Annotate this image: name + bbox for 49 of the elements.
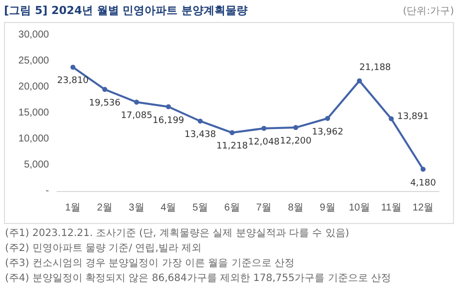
point — [420, 166, 426, 172]
data-label: 23,810 — [57, 76, 89, 86]
x-tick-label: 12월 — [412, 202, 434, 214]
x-tick-label: 9월 — [320, 202, 336, 214]
point — [356, 78, 362, 84]
x-tick-label: 3월 — [128, 202, 144, 214]
x-tick-label: 7월 — [256, 202, 272, 214]
point — [134, 100, 140, 105]
y-tick-label: 20,000 — [18, 82, 50, 92]
x-tick-label: 8월 — [288, 202, 304, 214]
point — [70, 64, 76, 70]
data-label: 21,188 — [359, 62, 392, 73]
point — [166, 104, 171, 110]
y-tick-label: 30,000 — [18, 30, 50, 40]
text: (주1) 2023.12.21. 조사기준 (단, 계획물량은 실제 분양실적과 다를 수 있음) — [5, 227, 350, 241]
x-tick-label: 5월 — [192, 202, 208, 214]
point — [388, 116, 394, 122]
text: (주4) 분양일정이 확정되지 않은 86,684가구를 제외한 178,755가구를 기준으로 산정 — [5, 272, 391, 286]
data-label: 13,962 — [312, 127, 344, 138]
y-tick-label: 25,000 — [18, 56, 50, 66]
data-label: 13,438 — [184, 130, 216, 140]
x-tick-label: 6월 — [224, 202, 240, 214]
x-tick-label: 1월 — [65, 202, 81, 214]
x-tick-label: 11월 — [381, 202, 402, 214]
point — [293, 125, 298, 130]
point — [198, 118, 203, 124]
y-tick-label: - — [46, 186, 49, 196]
data-label: 4,180 — [410, 178, 436, 188]
point — [102, 86, 108, 92]
point — [230, 130, 235, 136]
point — [325, 116, 330, 121]
chart-title: [그림 5] 2024년 월별 민영아파트 분양계획물량 — [4, 3, 248, 18]
data-label: 17,085 — [120, 111, 152, 122]
data-label: 16,199 — [152, 116, 184, 126]
y-tick-label: 10,000 — [18, 134, 50, 144]
x-tick-label: 2월 — [96, 202, 113, 214]
point — [261, 126, 266, 131]
data-label: 19,536 — [89, 98, 121, 108]
data-label: 13,891 — [397, 112, 429, 122]
y-tick-label: 15,000 — [18, 108, 50, 118]
text: (주2) 민영아파트 물량 기준/ 연립,빌라 제외 — [5, 242, 203, 256]
data-label: 11,218 — [216, 142, 248, 152]
data-label: 12,200 — [280, 136, 312, 147]
data-label: 12,048 — [248, 137, 280, 148]
x-tick-label: 10월 — [348, 202, 370, 214]
text: (주3) 컨소시엄의 경우 분양일정이 가장 이른 월을 기준으로 산정 — [5, 257, 296, 271]
y-tick-label: 5,000 — [24, 160, 50, 170]
x-tick-label: 4월 — [160, 202, 176, 214]
chart-subtitle: (단위:가구) — [402, 5, 454, 18]
